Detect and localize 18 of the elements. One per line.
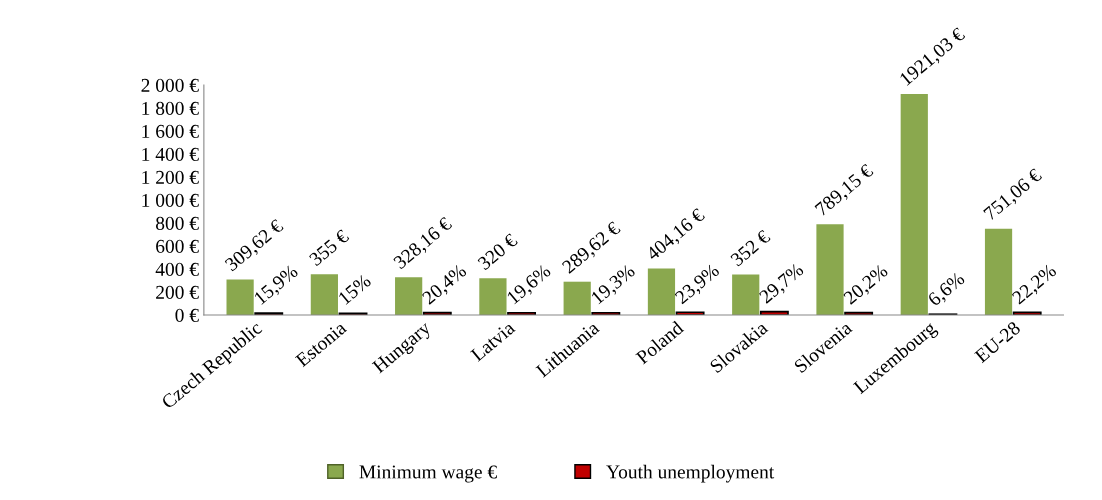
data-label: 320 € [477,233,519,271]
y-tick-label: 600 € [156,239,199,253]
data-label: 355 € [308,229,350,267]
y-tick-label: 1 400 € [142,147,199,161]
data-label: 6,6% [927,271,968,309]
legend-label: Minimum wage € [359,465,497,483]
y-tick-label: 1 000 € [142,193,199,207]
y-tick-label: 0 € [175,308,199,322]
data-label: 15% [337,273,372,306]
y-tick-label: 1 200 € [142,170,199,184]
y-tick-label: 1 600 € [142,124,199,138]
y-tick-label: 2 000 € [141,78,199,92]
legend-label: Youth unemployment [606,464,775,483]
y-tick-label: 200 € [156,285,199,299]
y-tick-label: 1 800 € [142,101,199,115]
y-tick-label: 400 € [155,262,199,276]
data-label: 352 € [729,229,771,267]
y-tick-label: 800 € [156,216,199,230]
